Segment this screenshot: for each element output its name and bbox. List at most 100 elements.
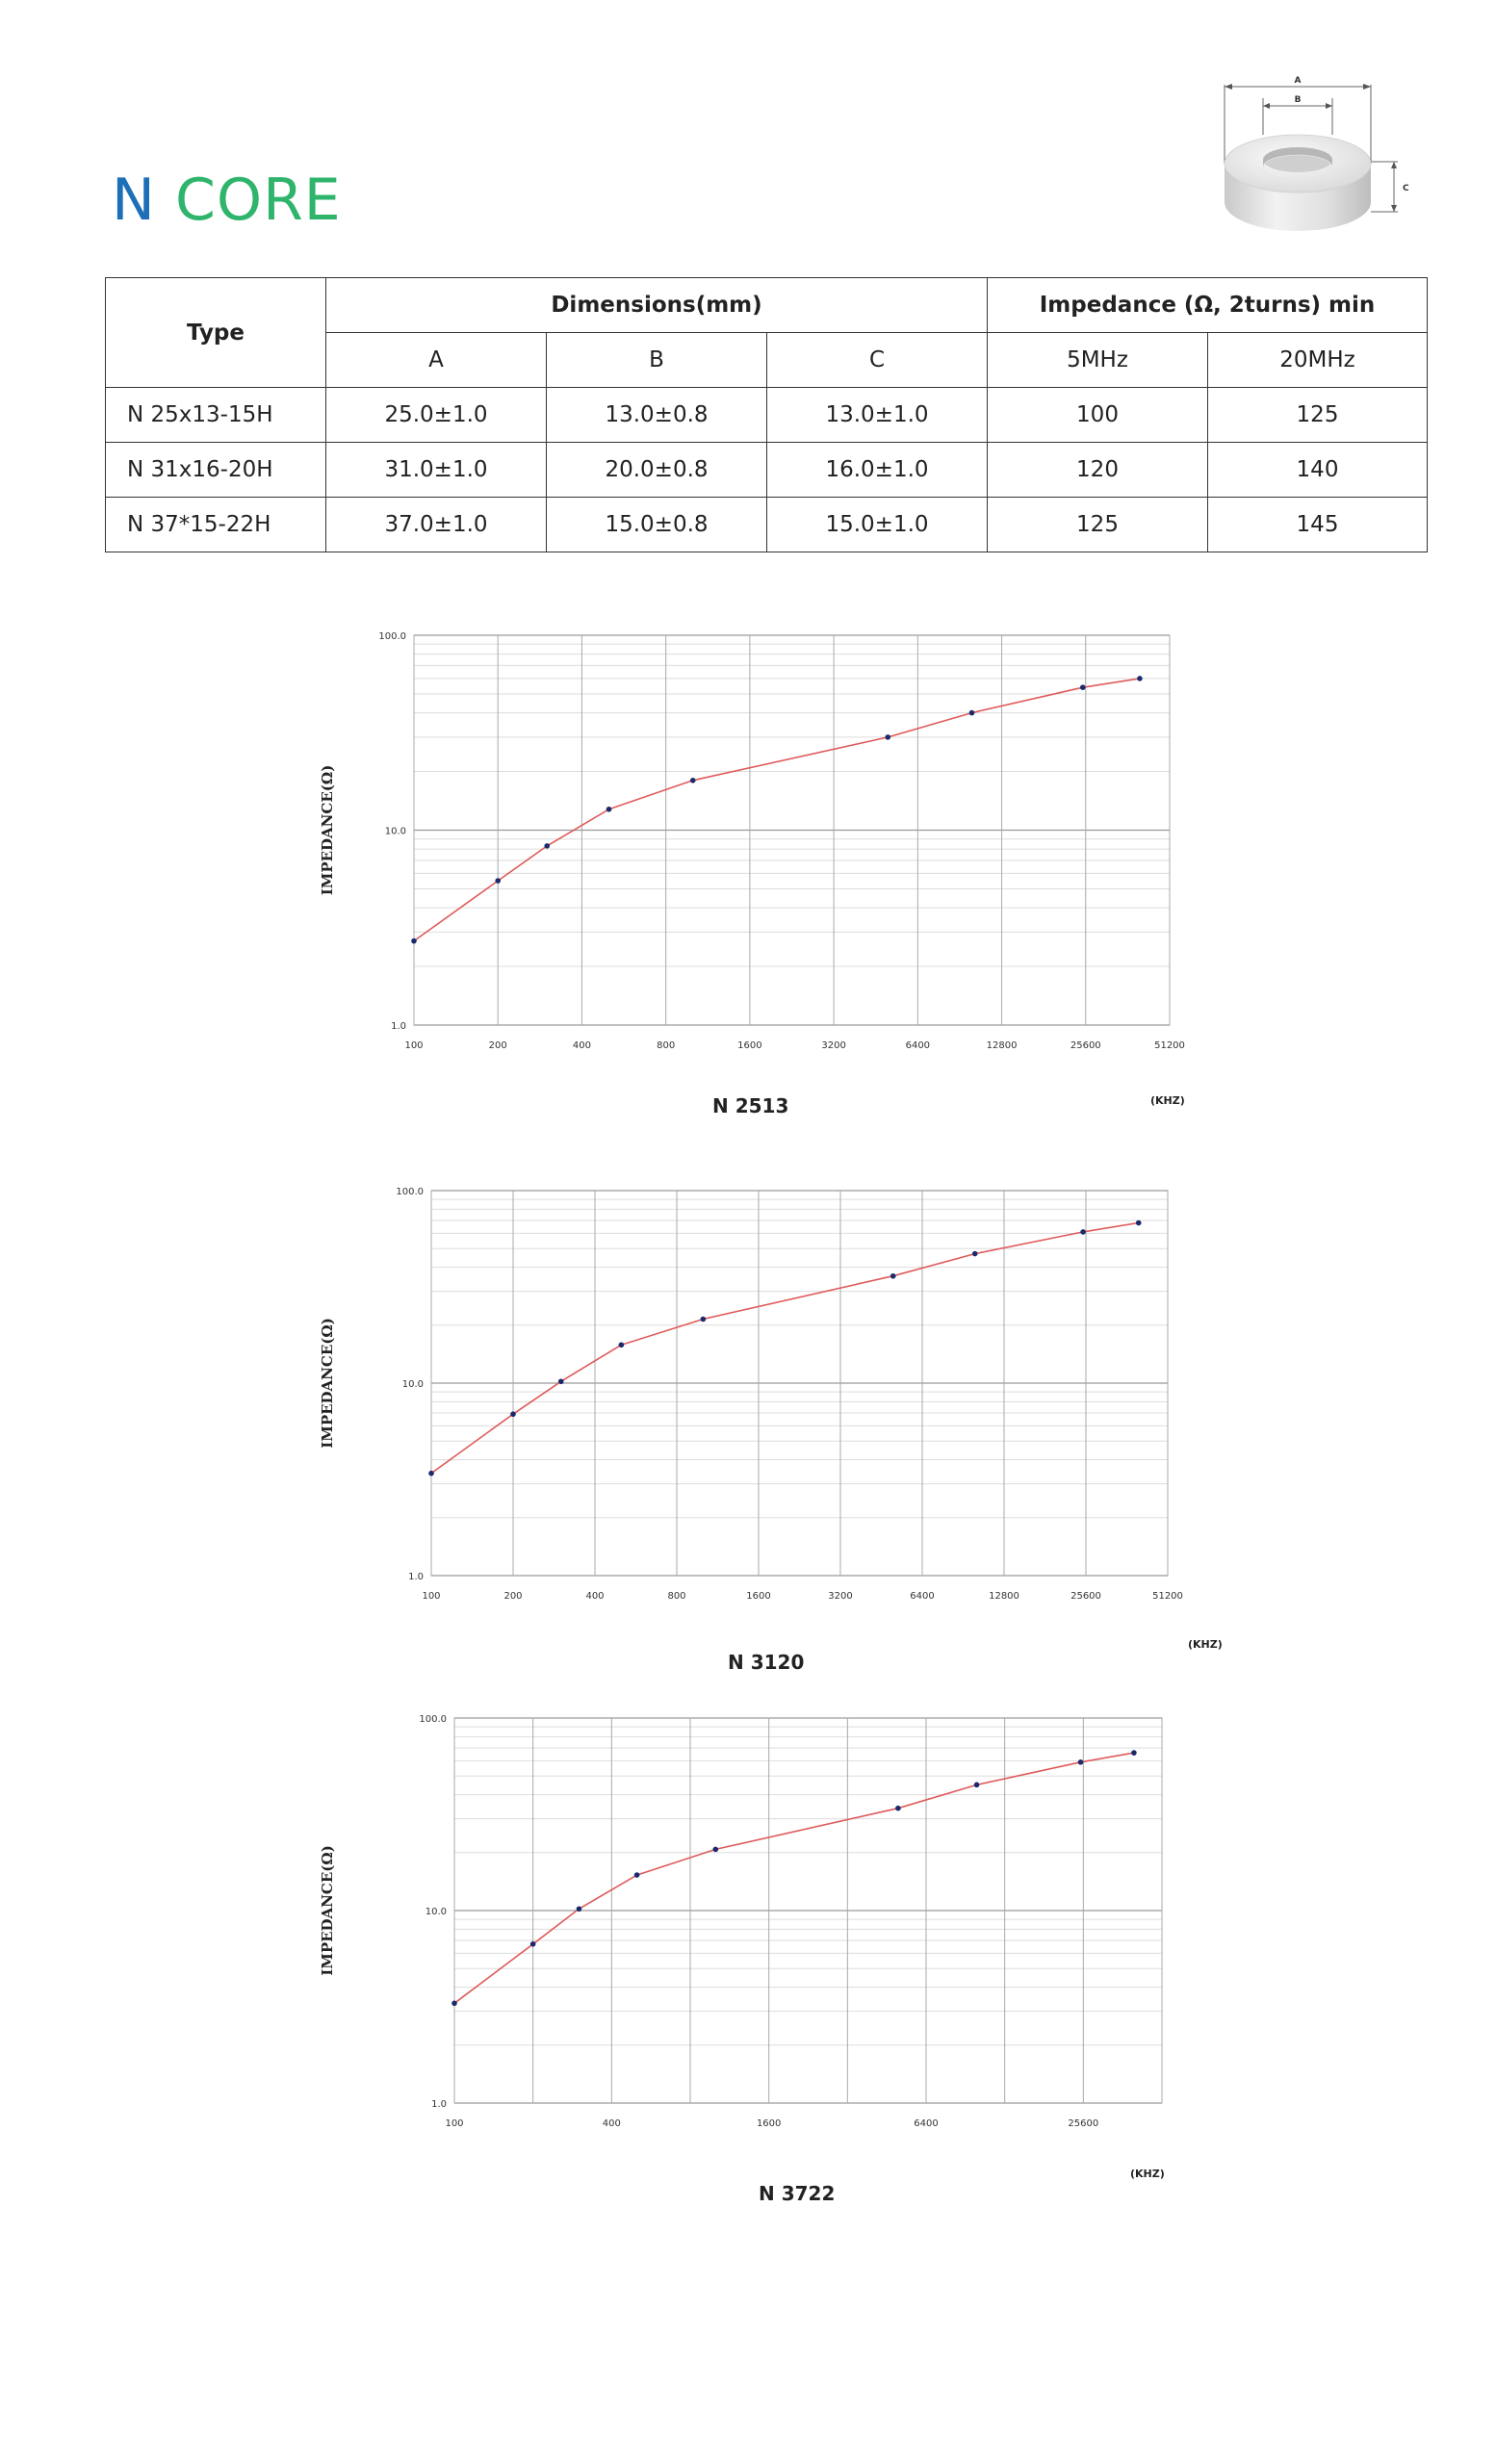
- cell-impedance-20mhz: 145: [1206, 497, 1429, 552]
- x-tick-label: 400: [585, 1591, 604, 1602]
- cell-dim-c: 15.0±1.0: [766, 497, 988, 552]
- data-point: [700, 1316, 707, 1322]
- data-point: [411, 937, 417, 944]
- column-header-b: B: [546, 332, 767, 388]
- data-point: [576, 1906, 582, 1912]
- y-tick-label: 1.0: [391, 1021, 406, 1032]
- column-header-c: C: [766, 332, 988, 388]
- chart-title: N 3722: [759, 2182, 836, 2205]
- chart-title: N 2513: [712, 1094, 789, 1117]
- data-point: [451, 2000, 457, 2007]
- x-tick-label: 3200: [828, 1591, 852, 1602]
- table-row: N 25x13-15H 25.0±1.0 13.0±0.8 13.0±1.0 1…: [105, 387, 1429, 443]
- y-axis-label: IMPEDANCE(Ω): [319, 1845, 336, 1976]
- data-point: [689, 778, 696, 783]
- x-tick-label: 100: [422, 1591, 440, 1602]
- impedance-header: Impedance (Ω, 2turns) min: [986, 277, 1429, 333]
- data-point: [712, 1846, 719, 1853]
- data-point: [885, 734, 891, 740]
- column-header-20mhz: 20MHz: [1206, 332, 1429, 388]
- data-point: [529, 1940, 536, 1947]
- y-tick-label: 100.0: [396, 1187, 424, 1197]
- cell-impedance-20mhz: 140: [1206, 442, 1429, 498]
- chart-n3722-plot: 1.0 10.0 100.0 100 400 1600 6400 25600 IMPEDANCE…: [319, 1714, 1163, 2129]
- column-header-a: A: [325, 332, 547, 388]
- x-tick-label: 200: [489, 1040, 507, 1051]
- dimensions-header: Dimensions(mm): [325, 277, 988, 333]
- data-point: [618, 1342, 625, 1348]
- cell-dim-a: 37.0±1.0: [325, 497, 547, 552]
- x-tick-label: 1600: [757, 2118, 781, 2129]
- cell-impedance-20mhz: 125: [1206, 387, 1429, 443]
- x-tick-label: 12800: [989, 1591, 1019, 1602]
- x-tick-label: 800: [667, 1591, 685, 1602]
- x-tick-label: 6400: [910, 1591, 934, 1602]
- data-point: [1135, 1219, 1142, 1226]
- cell-dim-b: 13.0±0.8: [546, 387, 767, 443]
- cell-impedance-5mhz: 100: [987, 387, 1208, 443]
- x-axis-unit: (KHZ): [1188, 1638, 1223, 1651]
- chart-n2513-plot: 1.0 10.0 100.0 100 200 400 800 1600 3200 6400 1280…: [319, 631, 1185, 1051]
- y-tick-label: 10.0: [402, 1379, 424, 1390]
- cell-dim-b: 20.0±0.8: [546, 442, 767, 498]
- cell-dim-a: 25.0±1.0: [325, 387, 547, 443]
- x-tick-label: 100: [404, 1040, 423, 1051]
- chart-title: N 3120: [728, 1651, 805, 1674]
- x-tick-label: 25600: [1068, 2118, 1098, 2129]
- x-axis-unit: (KHZ): [1130, 2168, 1165, 2180]
- x-tick-label: 12800: [987, 1040, 1018, 1051]
- brand-name-second: CORE: [174, 167, 342, 234]
- table-row: N 37*15-22H 37.0±1.0 15.0±0.8 15.0±1.0 1…: [105, 497, 1429, 552]
- y-axis-label: IMPEDANCE(Ω): [319, 765, 336, 896]
- x-tick-label: 51200: [1152, 1591, 1183, 1602]
- dimension-label-c: C: [1403, 184, 1409, 193]
- data-point: [973, 1782, 980, 1788]
- cell-dim-a: 31.0±1.0: [325, 442, 547, 498]
- x-tick-label: 100: [445, 2118, 463, 2129]
- cell-dim-b: 15.0±0.8: [546, 497, 767, 552]
- x-tick-label: 25600: [1070, 1040, 1101, 1051]
- data-point: [495, 878, 502, 884]
- data-point: [971, 1250, 978, 1257]
- data-point: [1080, 1229, 1086, 1235]
- data-point: [1131, 1750, 1137, 1756]
- y-axis-label: IMPEDANCE(Ω): [319, 1318, 336, 1449]
- data-point: [895, 1805, 901, 1811]
- cell-impedance-5mhz: 120: [987, 442, 1208, 498]
- type-header: Type: [105, 277, 326, 388]
- chart-n3722: 1.0 10.0 100.0 100 400 1600 6400 25600 IMPEDANCE…: [308, 1699, 1194, 2209]
- data-point: [510, 1411, 516, 1418]
- cell-type: N 37*15-22H: [105, 497, 326, 552]
- chart-n3120-plot: 1.0 10.0 100.0 100 200 400 800 1600 3200 6400 1280…: [319, 1187, 1183, 1602]
- spec-table: Type Dimensions(mm) Impedance (Ω, 2turns…: [105, 277, 1429, 552]
- x-tick-label: 1600: [737, 1040, 761, 1051]
- data-point: [1079, 684, 1086, 690]
- data-point: [544, 843, 551, 849]
- data-point: [1137, 676, 1143, 681]
- cell-type: N 31x16-20H: [105, 442, 326, 498]
- chart-n2513: 1.0 10.0 100.0 100 200 400 800 1600 3200 6400 1280…: [308, 621, 1194, 1131]
- table-row: N 31x16-20H 31.0±1.0 20.0±0.8 16.0±1.0 1…: [105, 442, 1429, 498]
- x-tick-label: 800: [657, 1040, 675, 1051]
- cell-type: N 25x13-15H: [105, 387, 326, 443]
- x-tick-label: 25600: [1070, 1591, 1101, 1602]
- brand-title: N CORE: [112, 171, 342, 229]
- toroid-core-drawing: A B C: [1224, 76, 1409, 231]
- y-tick-label: 1.0: [408, 1572, 424, 1582]
- cell-dim-c: 13.0±1.0: [766, 387, 988, 443]
- x-tick-label: 200: [503, 1591, 522, 1602]
- data-point: [1077, 1759, 1084, 1765]
- data-point: [428, 1470, 434, 1476]
- x-tick-label: 1600: [746, 1591, 770, 1602]
- data-point: [633, 1872, 640, 1878]
- x-tick-label: 6400: [906, 1040, 930, 1051]
- data-point: [557, 1378, 564, 1385]
- x-tick-label: 51200: [1154, 1040, 1185, 1051]
- chart-n3120: 1.0 10.0 100.0 100 200 400 800 1600 3200 6400 1280…: [308, 1171, 1232, 1681]
- column-header-5mhz: 5MHz: [987, 332, 1208, 388]
- x-tick-label: 3200: [821, 1040, 845, 1051]
- y-tick-label: 10.0: [385, 827, 406, 837]
- brand-name-first: N: [112, 167, 156, 234]
- data-point: [606, 806, 612, 812]
- y-tick-label: 100.0: [419, 1714, 447, 1725]
